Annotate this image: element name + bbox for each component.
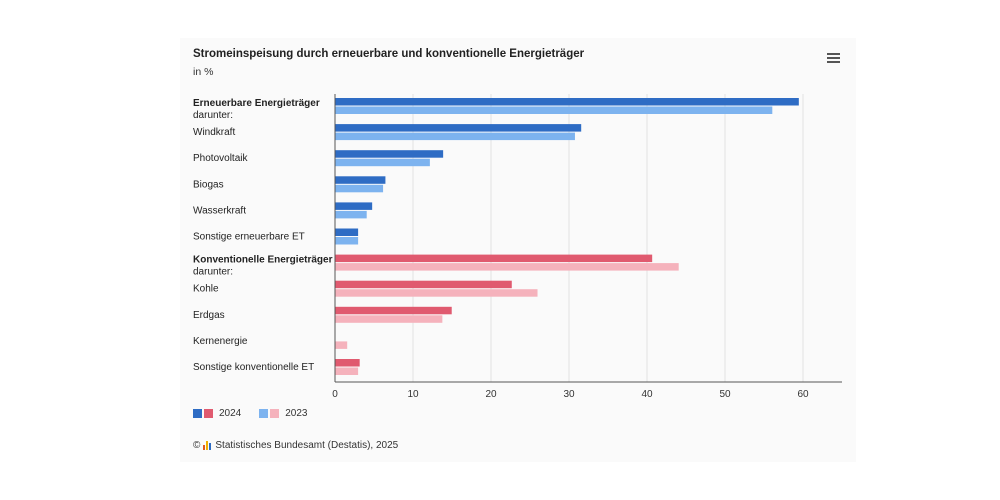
legend-swatch-2024-renewable xyxy=(193,409,202,418)
x-tick-label: 20 xyxy=(485,389,497,400)
bar-2024 xyxy=(335,254,653,263)
chart-unit: in % xyxy=(193,66,214,78)
category-label: Erdgas xyxy=(193,310,225,321)
category-label: Erneuerbare Energieträger xyxy=(193,98,320,109)
bar-2023 xyxy=(335,367,359,375)
bar-2023 xyxy=(335,341,348,349)
bar-2024 xyxy=(335,359,360,367)
bar-2024 xyxy=(335,202,373,210)
hamburger-menu-icon[interactable] xyxy=(827,53,841,65)
bar-2023 xyxy=(335,158,430,167)
bar-2024 xyxy=(335,150,444,158)
legend: 2024 2023 xyxy=(193,408,326,419)
bar-2024 xyxy=(335,124,582,132)
bar-2024 xyxy=(335,228,359,236)
bar-2023 xyxy=(335,237,359,245)
x-tick-label: 10 xyxy=(407,389,419,400)
category-label: Konventionelle Energieträger xyxy=(193,255,333,266)
chart-title: Stromeinspeisung durch erneuerbare und k… xyxy=(193,48,585,60)
legend-swatch-2024-conventional xyxy=(204,409,213,418)
x-tick-label: 30 xyxy=(563,389,575,400)
legend-label-2024: 2024 xyxy=(219,408,242,419)
x-tick-label: 50 xyxy=(719,389,731,400)
source-credit: © Statistisches Bundesamt (Destatis), 20… xyxy=(193,440,398,451)
category-sublabel: darunter: xyxy=(193,110,233,121)
bar-2024 xyxy=(335,306,452,315)
bar-2023 xyxy=(335,263,679,271)
x-tick-label: 40 xyxy=(641,389,653,400)
category-label: Wasserkraft xyxy=(193,205,246,216)
bar-2023 xyxy=(335,210,367,219)
x-tick-label: 60 xyxy=(797,389,809,400)
source-text: Statistisches Bundesamt (Destatis), 2025 xyxy=(215,440,399,451)
destatis-logo-icon xyxy=(203,441,212,450)
legend-swatch-2023-conventional xyxy=(270,409,280,418)
x-tick-label: 0 xyxy=(332,389,338,400)
category-label: Photovoltaik xyxy=(193,153,248,164)
category-label: Windkraft xyxy=(193,127,235,138)
category-sublabel: darunter: xyxy=(193,267,233,278)
category-label: Kernenergie xyxy=(193,336,248,347)
category-label: Sonstige konventionelle ET xyxy=(193,362,314,373)
category-label: Biogas xyxy=(193,179,224,190)
legend-label-2023: 2023 xyxy=(285,408,308,419)
bar-2024 xyxy=(335,176,386,184)
category-label: Sonstige erneuerbare ET xyxy=(193,232,305,243)
copyright-symbol: © xyxy=(193,440,201,451)
legend-item-2024[interactable]: 2024 xyxy=(193,408,241,419)
legend-swatch-2023-renewable xyxy=(259,409,269,418)
bar-2024 xyxy=(335,98,799,106)
legend-item-2023[interactable]: 2023 xyxy=(259,408,308,419)
bar-2023 xyxy=(335,184,384,193)
bar-2023 xyxy=(335,106,773,114)
bar-2023 xyxy=(335,289,538,297)
bar-2023 xyxy=(335,315,443,323)
category-label: Kohle xyxy=(193,284,219,295)
bar-2024 xyxy=(335,280,512,289)
bar-2023 xyxy=(335,132,575,141)
